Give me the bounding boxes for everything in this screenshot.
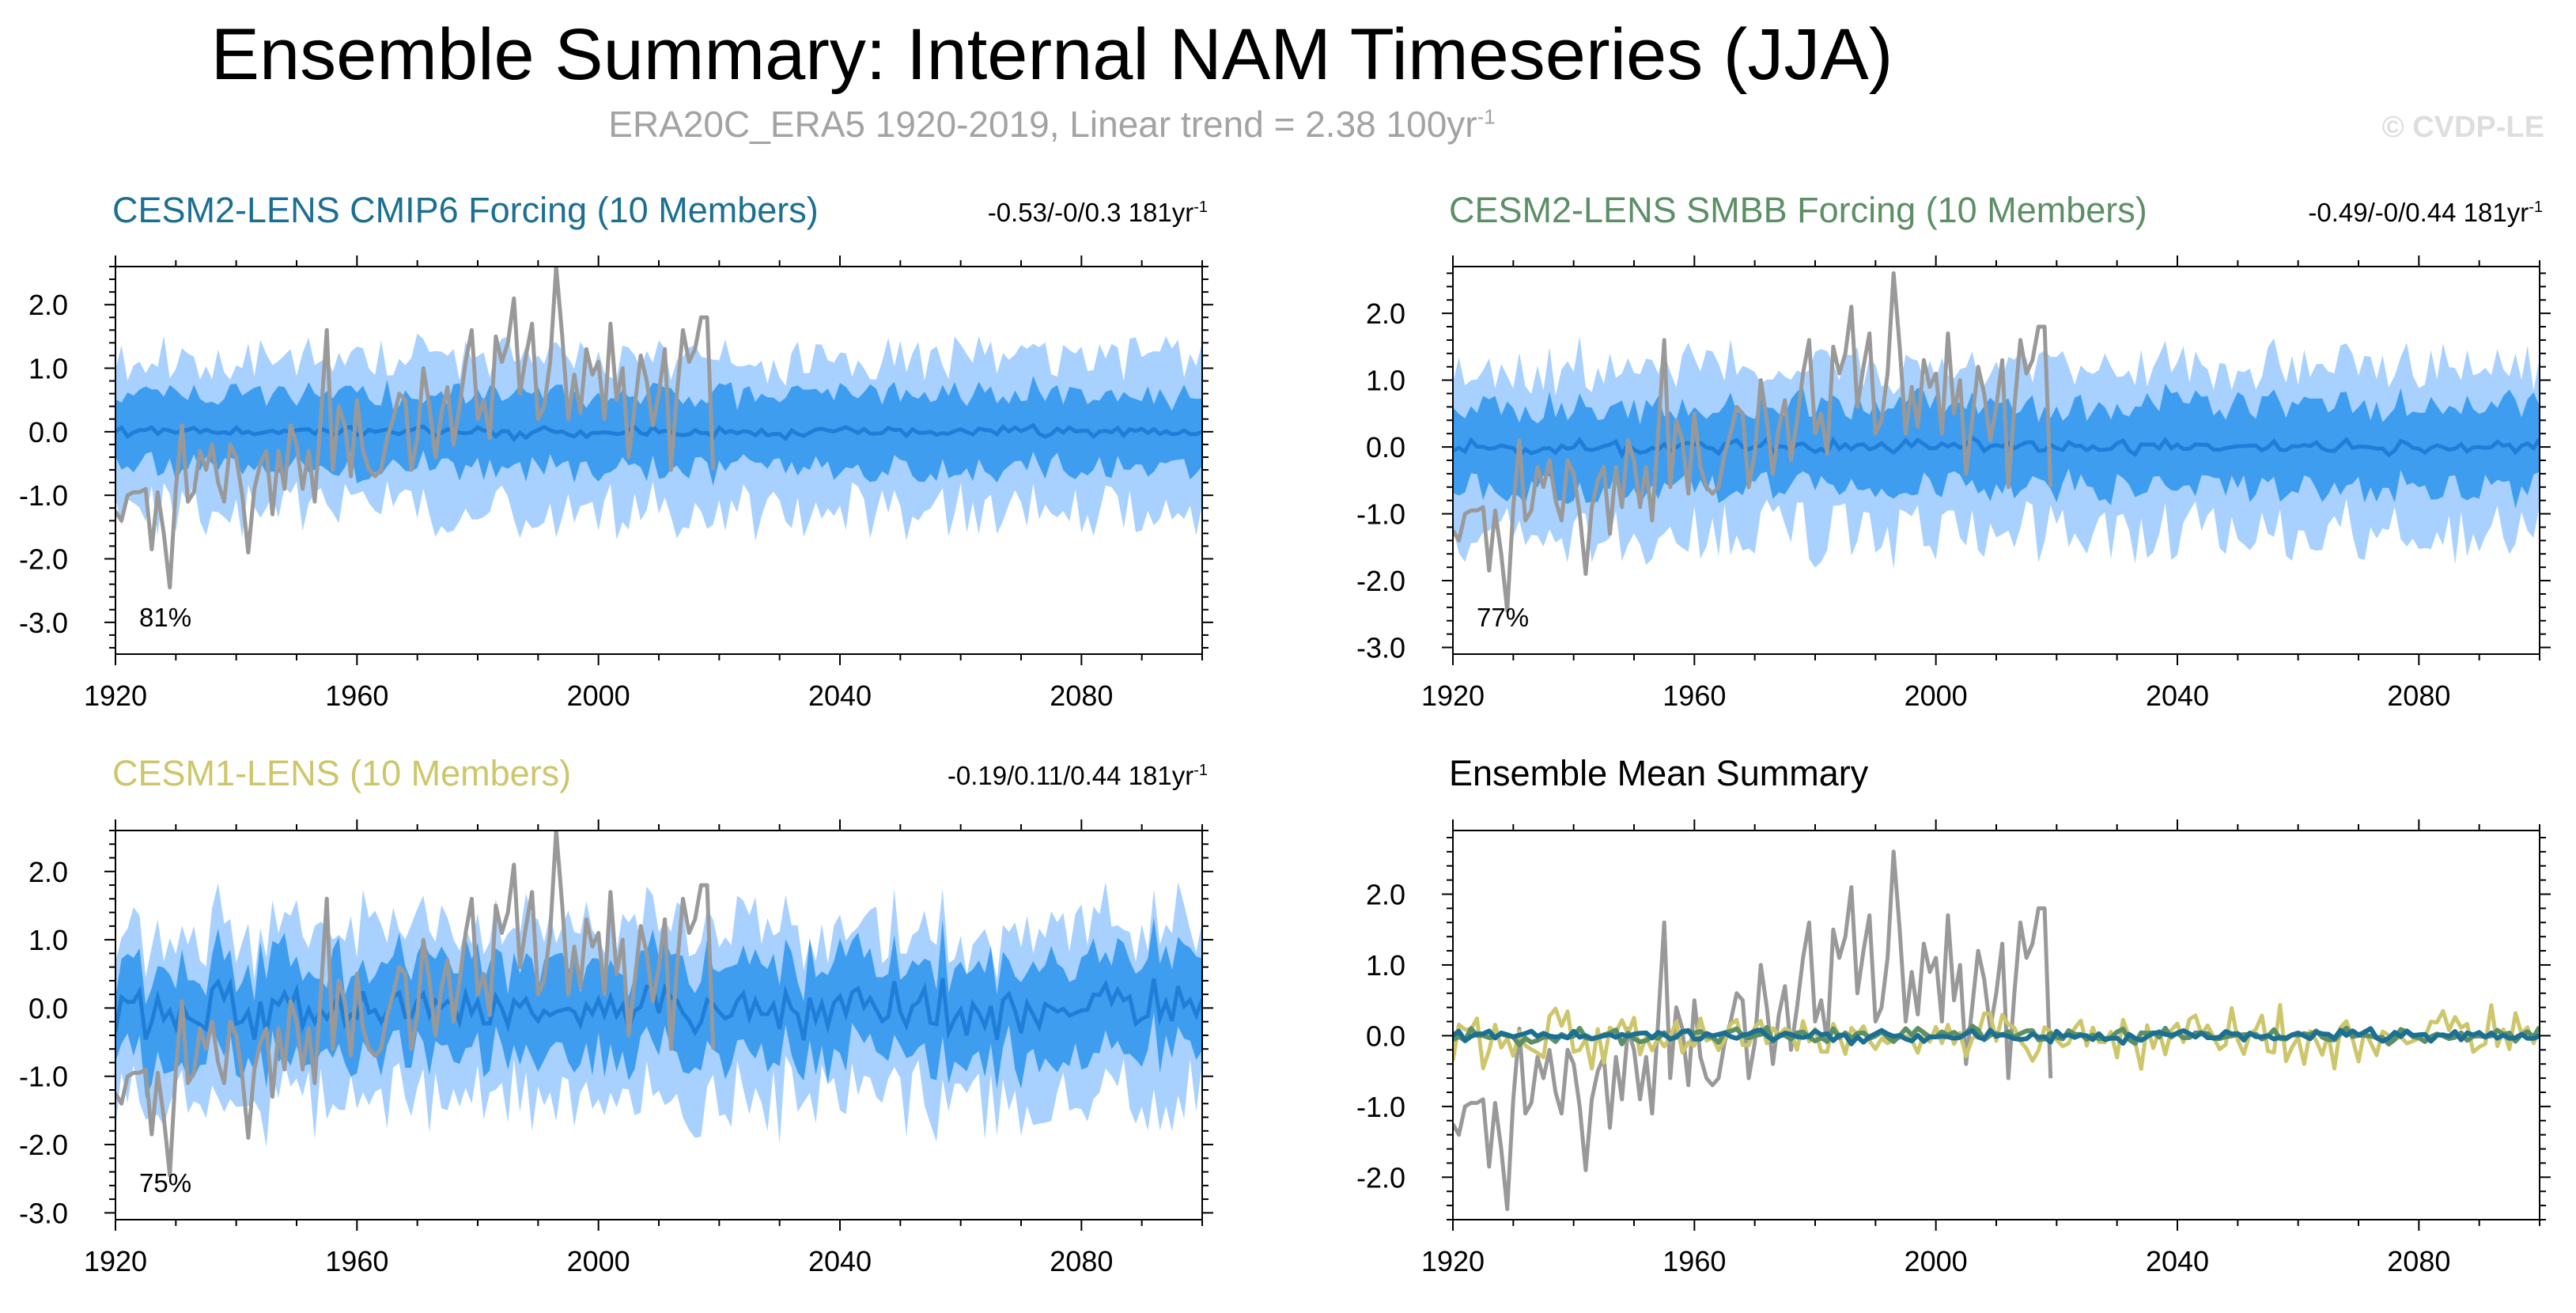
y-tick-label: -2.0 [1356,1161,1405,1194]
panel-cesm1: 75% 1920 1960 2000 2040 2080 2.0 1.0 0.0 -1.0 -2.0… [19,819,1213,1277]
y-tick-label: 0.0 [28,416,68,448]
panel-cesm2-smbb: 77% 1920 1960 2000 2040 2080 2.0 1.0 0.0 -1.0 -2.0… [1356,255,2551,712]
y-tick-label: 2.0 [28,289,68,321]
observed-line [1453,849,2053,1212]
y-tick-label: -2.0 [1356,565,1405,597]
x-tick-label: 2080 [2387,679,2450,712]
observed-line [115,267,716,590]
subtitle-text: ERA20C_ERA5 1920-2019, Linear trend = 2.… [608,104,1477,145]
plot-frame [1452,830,2540,1220]
x-tick-label: 2040 [808,679,872,712]
x-tick-label: 1960 [325,679,388,712]
y-tick-label: 2.0 [1366,879,1405,911]
x-tick-label: 1920 [84,679,147,712]
y-tick-label: 2.0 [1366,297,1405,330]
x-tick-label: 1920 [1421,679,1485,712]
stats-exponent: -1 [1193,199,1208,216]
x-tick-label: 2080 [1050,1245,1113,1277]
panel-title-cesm2-cmip6: CESM2-LENS CMIP6 Forcing (10 Members) [112,190,819,230]
panel-cesm2-cmip6: 81% 1920 1960 2000 2040 2080 2.0 1.0 0.0 -1.0 -2.0… [19,255,1213,712]
subtitle-exponent: -1 [1477,104,1496,129]
x-tick-label: 2000 [567,1245,630,1277]
ensemble-mean-line [115,422,1202,443]
y-tick-label: 2.0 [28,856,68,888]
x-tick-label: 2000 [567,679,630,712]
percent-label: 75% [139,1168,191,1198]
observed-line [1453,271,2053,613]
panel-stats-cesm2-smbb: -0.49/-0/0.44 181yr-1 [2308,198,2543,228]
panel-stats-cesm2-cmip6: -0.53/-0/0.3 181yr-1 [988,198,1208,228]
panel-title-cesm1: CESM1-LENS (10 Members) [112,753,572,793]
panel-title-summary: Ensemble Mean Summary [1449,753,1869,793]
ensemble-mean-line [115,977,1202,1041]
x-tick-label: 2000 [1905,679,1968,712]
plot-area [115,831,1202,1178]
stats-exponent: -1 [1193,762,1208,779]
y-tick-label: 1.0 [28,353,68,385]
percent-label: 81% [139,603,191,632]
y-tick-label: 1.0 [1366,365,1405,397]
x-tick-label: 2040 [2146,679,2209,712]
x-tick-label: 2080 [2387,1245,2450,1277]
x-tick-label: 1920 [1421,1245,1485,1277]
y-tick-label: 0.0 [1366,431,1405,464]
cesm1-mean-line [1453,1003,2540,1071]
panel-title-cesm2-smbb: CESM2-LENS SMBB Forcing (10 Members) [1449,190,2147,230]
panel-summary: 1920 1960 2000 2040 2080 2.0 1.0 0.0 -1.0 -2.0 [1356,819,2551,1277]
x-tick-label: 2040 [808,1245,872,1277]
x-tick-label: 2000 [1905,1245,1968,1277]
y-tick-label: -1.0 [1356,498,1405,531]
y-tick-label: 0.0 [28,992,68,1024]
y-tick-label: 1.0 [28,924,68,956]
y-tick-label: -1.0 [19,1061,68,1093]
stats-text: -0.19/0.11/0.44 181yr [947,761,1194,790]
panel-stats-cesm1: -0.19/0.11/0.44 181yr-1 [948,761,1208,791]
figure-title: Ensemble Summary: Internal NAM Timeserie… [210,14,1893,95]
y-tick-label: -1.0 [19,479,68,512]
plot-area [115,267,1202,590]
y-tick-label: -1.0 [1356,1091,1405,1123]
y-tick-label: -2.0 [19,543,68,576]
y-tick-label: 0.0 [1366,1020,1405,1052]
stats-text: -0.49/-0/0.44 181yr [2308,198,2529,227]
plot-area [1453,271,2540,613]
x-tick-label: 1920 [84,1245,147,1277]
plot-area [1453,849,2540,1212]
stats-exponent: -1 [2529,199,2543,216]
y-tick-label: -3.0 [19,607,68,639]
cesm2-cmip6-mean-line [1453,1026,2540,1046]
figure-subtitle: ERA20C_ERA5 1920-2019, Linear trend = 2.… [0,103,2104,146]
x-tick-label: 1960 [1662,1245,1726,1277]
y-tick-label: -3.0 [1356,632,1405,664]
y-tick-label: -2.0 [19,1129,68,1161]
x-tick-label: 2040 [2146,1245,2209,1277]
y-tick-label: 1.0 [1366,949,1405,982]
x-tick-label: 1960 [325,1245,388,1277]
percent-label: 77% [1477,603,1529,632]
stats-text: -0.53/-0/0.3 181yr [987,198,1194,227]
x-tick-label: 2080 [1050,679,1113,712]
observed-line [115,831,716,1178]
ensemble-mean-line [1453,435,2540,460]
y-tick-label: -3.0 [19,1197,68,1229]
cvdp-watermark: © CVDP-LE [2381,111,2544,144]
x-tick-label: 1960 [1662,679,1726,712]
